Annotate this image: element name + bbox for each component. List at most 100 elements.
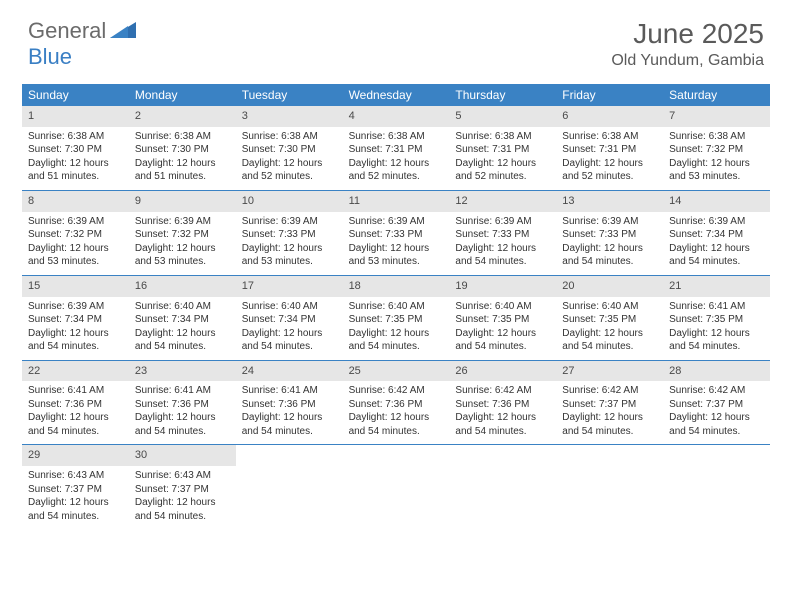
sunset: Sunset: 7:35 PM [455, 313, 550, 327]
day-details: Sunrise: 6:42 AMSunset: 7:36 PMDaylight:… [343, 384, 450, 438]
logo-text-blue: Blue [28, 44, 72, 69]
sunrise: Sunrise: 6:39 AM [455, 215, 550, 229]
day-details: Sunrise: 6:41 AMSunset: 7:36 PMDaylight:… [22, 384, 129, 438]
sunrise: Sunrise: 6:38 AM [455, 130, 550, 144]
daylight: Daylight: 12 hours and 54 minutes. [28, 327, 123, 354]
daylight: Daylight: 12 hours and 51 minutes. [135, 157, 230, 184]
weekday-header: Friday [556, 84, 663, 106]
day-number: 9 [129, 191, 236, 212]
day-details: Sunrise: 6:40 AMSunset: 7:35 PMDaylight:… [343, 300, 450, 354]
sunset: Sunset: 7:36 PM [242, 398, 337, 412]
weekday-header: Saturday [663, 84, 770, 106]
sunrise: Sunrise: 6:40 AM [242, 300, 337, 314]
sunrise: Sunrise: 6:42 AM [349, 384, 444, 398]
location: Old Yundum, Gambia [611, 52, 764, 70]
day-cell: 10Sunrise: 6:39 AMSunset: 7:33 PMDayligh… [236, 191, 343, 275]
day-details: Sunrise: 6:38 AMSunset: 7:31 PMDaylight:… [343, 130, 450, 184]
sunset: Sunset: 7:33 PM [562, 228, 657, 242]
sunset: Sunset: 7:34 PM [28, 313, 123, 327]
week-row: 1Sunrise: 6:38 AMSunset: 7:30 PMDaylight… [22, 106, 770, 191]
daylight: Daylight: 12 hours and 54 minutes. [349, 411, 444, 438]
week-row: 15Sunrise: 6:39 AMSunset: 7:34 PMDayligh… [22, 276, 770, 361]
day-details: Sunrise: 6:41 AMSunset: 7:36 PMDaylight:… [129, 384, 236, 438]
day-cell: 12Sunrise: 6:39 AMSunset: 7:33 PMDayligh… [449, 191, 556, 275]
day-number: 11 [343, 191, 450, 212]
day-cell: 9Sunrise: 6:39 AMSunset: 7:32 PMDaylight… [129, 191, 236, 275]
sunset: Sunset: 7:36 PM [135, 398, 230, 412]
day-number: 28 [663, 361, 770, 382]
daylight: Daylight: 12 hours and 54 minutes. [455, 327, 550, 354]
day-details: Sunrise: 6:38 AMSunset: 7:30 PMDaylight:… [22, 130, 129, 184]
daylight: Daylight: 12 hours and 54 minutes. [455, 411, 550, 438]
logo: General [28, 18, 138, 44]
sunset: Sunset: 7:30 PM [28, 143, 123, 157]
empty-cell [556, 445, 663, 529]
sunrise: Sunrise: 6:38 AM [562, 130, 657, 144]
sunset: Sunset: 7:30 PM [242, 143, 337, 157]
daylight: Daylight: 12 hours and 54 minutes. [135, 411, 230, 438]
sunset: Sunset: 7:33 PM [455, 228, 550, 242]
day-cell: 24Sunrise: 6:41 AMSunset: 7:36 PMDayligh… [236, 361, 343, 445]
sunset: Sunset: 7:37 PM [669, 398, 764, 412]
day-number: 8 [22, 191, 129, 212]
sunset: Sunset: 7:36 PM [455, 398, 550, 412]
weekday-header: Wednesday [343, 84, 450, 106]
logo-triangle-icon [110, 20, 136, 43]
daylight: Daylight: 12 hours and 52 minutes. [349, 157, 444, 184]
sunrise: Sunrise: 6:41 AM [242, 384, 337, 398]
day-details: Sunrise: 6:40 AMSunset: 7:35 PMDaylight:… [556, 300, 663, 354]
week-row: 8 Sunrise: 6:39 AM Sunset: 7:32 PM Daylight… [22, 191, 770, 276]
day-number: 3 [236, 106, 343, 127]
header: General June 2025 Old Yundum, Gambia [0, 0, 792, 78]
weekday-header: Thursday [449, 84, 556, 106]
day-number: 23 [129, 361, 236, 382]
week-row: 22Sunrise: 6:41 AMSunset: 7:36 PMDayligh… [22, 361, 770, 446]
day-details: Sunrise: 6:42 AMSunset: 7:37 PMDaylight:… [556, 384, 663, 438]
sunrise: Sunrise: 6:40 AM [349, 300, 444, 314]
daylight: Daylight: 12 hours and 53 minutes. [669, 157, 764, 184]
sunset: Sunset: 7:37 PM [28, 483, 123, 497]
sunrise: Sunrise: 6:43 AM [135, 469, 230, 483]
sunrise: Sunrise: 6:40 AM [455, 300, 550, 314]
daylight: Daylight: 12 hours and 54 minutes. [28, 411, 123, 438]
day-number: 30 [129, 445, 236, 466]
daylight: Daylight: 12 hours and 54 minutes. [562, 327, 657, 354]
sunset: Sunset: 7:31 PM [349, 143, 444, 157]
day-cell: 23Sunrise: 6:41 AMSunset: 7:36 PMDayligh… [129, 361, 236, 445]
day-details: Sunrise: 6:38 AMSunset: 7:30 PMDaylight:… [129, 130, 236, 184]
day-cell: 3Sunrise: 6:38 AMSunset: 7:30 PMDaylight… [236, 106, 343, 190]
sunset: Sunset: 7:32 PM [28, 228, 123, 242]
day-number: 15 [22, 276, 129, 297]
empty-cell [663, 445, 770, 529]
day-number: 1 [22, 106, 129, 127]
sunrise: Sunrise: 6:42 AM [562, 384, 657, 398]
sunrise: Sunrise: 6:39 AM [669, 215, 764, 229]
day-number: 2 [129, 106, 236, 127]
weekday-header-row: SundayMondayTuesdayWednesdayThursdayFrid… [22, 84, 770, 106]
day-details: Sunrise: 6:39 AMSunset: 7:34 PMDaylight:… [663, 215, 770, 269]
daylight: Daylight: 12 hours and 54 minutes. [242, 327, 337, 354]
title-block: June 2025 Old Yundum, Gambia [611, 18, 764, 70]
day-details: Sunrise: 6:42 AMSunset: 7:36 PMDaylight:… [449, 384, 556, 438]
sunset: Sunset: 7:31 PM [562, 143, 657, 157]
weekday-header: Monday [129, 84, 236, 106]
empty-cell [236, 445, 343, 529]
sunrise: Sunrise: 6:41 AM [28, 384, 123, 398]
daylight: Daylight: 12 hours and 54 minutes. [28, 496, 123, 523]
sunset: Sunset: 7:36 PM [349, 398, 444, 412]
day-number: 29 [22, 445, 129, 466]
day-cell: 15Sunrise: 6:39 AMSunset: 7:34 PMDayligh… [22, 276, 129, 360]
sunrise: Sunrise: 6:42 AM [669, 384, 764, 398]
sunrise: Sunrise: 6:38 AM [669, 130, 764, 144]
day-cell: 29Sunrise: 6:43 AMSunset: 7:37 PMDayligh… [22, 445, 129, 529]
day-details: Sunrise: 6:41 AMSunset: 7:36 PMDaylight:… [236, 384, 343, 438]
daylight: Daylight: 12 hours and 53 minutes. [242, 242, 337, 269]
daylight: Daylight: 12 hours and 54 minutes. [135, 327, 230, 354]
sunset: Sunset: 7:37 PM [135, 483, 230, 497]
sunrise: Sunrise: 6:38 AM [349, 130, 444, 144]
day-number: 24 [236, 361, 343, 382]
day-details: Sunrise: 6:39 AMSunset: 7:33 PMDaylight:… [556, 215, 663, 269]
daylight: Daylight: 12 hours and 54 minutes. [349, 327, 444, 354]
day-cell: 21Sunrise: 6:41 AMSunset: 7:35 PMDayligh… [663, 276, 770, 360]
daylight: Daylight: 12 hours and 52 minutes. [455, 157, 550, 184]
